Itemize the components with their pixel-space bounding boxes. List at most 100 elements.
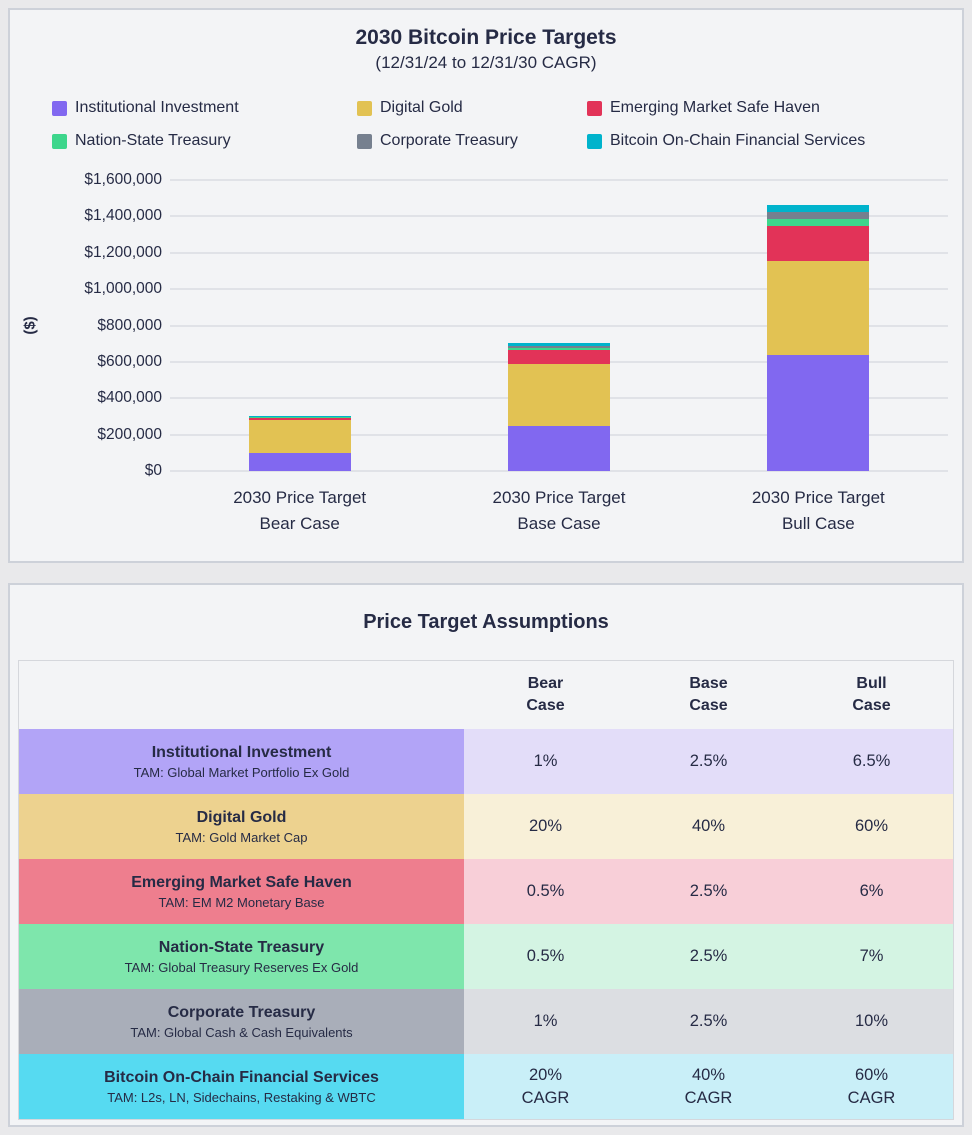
y-axis-tick-label: $400,000 xyxy=(97,389,162,407)
assumption-value-line: 60% xyxy=(854,817,889,836)
assumption-name: Bitcoin On-Chain Financial Services xyxy=(104,1068,379,1086)
assumption-label-cell: Nation-State Treasury TAM: Global Treasur… xyxy=(19,924,464,989)
bar-segment xyxy=(248,419,351,453)
assumption-label-cell: Digital Gold TAM: Gold Market Cap xyxy=(19,794,464,859)
gridline xyxy=(170,288,948,291)
bar-segment xyxy=(767,218,870,227)
gridline xyxy=(170,324,948,327)
assumptions-table: Bear Case Base Case Bull Case Institutional In… xyxy=(18,660,954,1120)
assumption-value-base: 2.5% xyxy=(627,924,790,989)
assumption-row: Corporate Treasury TAM: Global Cash & Cas… xyxy=(19,989,953,1054)
legend-label: Digital Gold xyxy=(380,99,463,116)
assumption-value-line: 20% xyxy=(528,817,563,836)
stacked-bar xyxy=(507,342,610,471)
y-axis-tick-label: $1,000,000 xyxy=(84,280,162,298)
assumption-value-bear: 0.5% xyxy=(464,859,627,924)
assumption-value-bull: 7% xyxy=(790,924,953,989)
assumption-value-bull: 60% xyxy=(790,794,953,859)
x-axis-label: 2030 Price Target Bull Case xyxy=(689,485,948,536)
chart-title: 2030 Bitcoin Price Targets xyxy=(355,26,617,49)
bar-segment xyxy=(767,204,870,212)
bar-segment xyxy=(507,350,610,364)
table-column-header-line: Bear xyxy=(527,675,564,693)
assumption-value-bear: 0.5% xyxy=(464,924,627,989)
assumption-tam: TAM: L2s, LN, Sidechains, Restaking & WB… xyxy=(107,1089,376,1105)
legend-swatch-icon xyxy=(587,100,602,116)
y-axis-ticks: $0 $200,000 $400,000 $600,000 $800,000 $1,000… xyxy=(50,171,170,479)
assumptions-panel: Price Target Assumptions Bear Case Base Cas… xyxy=(8,583,964,1127)
table-column-header: Bear Case xyxy=(464,661,627,729)
table-column-header: Bull Case xyxy=(790,661,953,729)
chart-panel: 2030 Bitcoin Price Targets (12/31/24 to … xyxy=(8,8,964,563)
legend-label: Corporate Treasury xyxy=(380,132,518,149)
assumption-value-bull: 6.5% xyxy=(790,729,953,794)
legend-label: Nation-State Treasury xyxy=(75,132,231,149)
assumption-value-line: 0.5% xyxy=(526,947,565,966)
assumption-value-line: CAGR xyxy=(684,1088,733,1107)
table-column-header-line: Case xyxy=(689,697,728,714)
legend-swatch-icon xyxy=(587,133,602,149)
bar-segment xyxy=(767,211,870,219)
assumption-value-bear: 1% xyxy=(464,989,627,1054)
x-axis-label-line: 2030 Price Target xyxy=(751,488,885,507)
assumption-value-line: 1% xyxy=(533,1012,558,1031)
legend-item: Nation-State Treasury xyxy=(52,132,357,150)
chart-area: ($) $0 $200,000 $400,000 $600,000 $800,000 $1… xyxy=(10,171,962,536)
x-axis-label: 2030 Price Target Bear Case xyxy=(170,485,429,536)
bar-group xyxy=(170,180,429,471)
legend-swatch-icon xyxy=(52,100,67,116)
stacked-bar xyxy=(248,415,351,471)
legend-item: Emerging Market Safe Haven xyxy=(587,99,962,117)
table-column-header-line: Case xyxy=(852,697,891,714)
assumption-name: Institutional Investment xyxy=(151,743,332,761)
assumption-label-cell: Institutional Investment TAM: Global Mark… xyxy=(19,729,464,794)
legend-swatch-icon xyxy=(357,133,372,149)
assumption-value-line: 0.5% xyxy=(526,882,565,901)
assumption-tam: TAM: Gold Market Cap xyxy=(175,829,308,845)
assumption-value-line: 2.5% xyxy=(689,947,728,966)
legend-swatch-icon xyxy=(357,100,372,116)
table-header-row: Bear Case Base Case Bull Case xyxy=(19,661,953,729)
x-axis-labels: 2030 Price Target Bear Case 2030 Price Tar… xyxy=(170,485,948,536)
x-axis-label-line: 2030 Price Target xyxy=(233,488,367,507)
gridline xyxy=(170,251,948,254)
legend-item: Corporate Treasury xyxy=(357,132,587,150)
table-column-header: Base Case xyxy=(627,661,790,729)
legend-item: Institutional Investment xyxy=(52,99,357,117)
legend-label: Bitcoin On-Chain Financial Services xyxy=(610,132,866,149)
assumption-row: Digital Gold TAM: Gold Market Cap 20% 40% 60… xyxy=(19,794,953,859)
y-axis-tick-label: $1,200,000 xyxy=(84,243,162,261)
stacked-bar xyxy=(767,204,870,471)
assumption-value-line: 7% xyxy=(859,947,884,966)
chart-subtitle: (12/31/24 to 12/31/30 CAGR) xyxy=(375,53,597,72)
bar-group xyxy=(429,180,688,471)
assumption-label-cell: Bitcoin On-Chain Financial Services TAM: … xyxy=(19,1054,464,1119)
bar-group xyxy=(689,180,948,471)
assumption-value-bear: 20% CAGR xyxy=(464,1054,627,1119)
gridline xyxy=(170,215,948,218)
assumption-name: Corporate Treasury xyxy=(167,1003,316,1021)
bars-layer xyxy=(170,180,948,471)
assumption-value-bull: 6% xyxy=(790,859,953,924)
assumption-name: Digital Gold xyxy=(196,808,287,826)
assumption-label-cell: Emerging Market Safe Haven TAM: EM M2 Mon… xyxy=(19,859,464,924)
plot-area xyxy=(170,179,948,472)
legend-item: Digital Gold xyxy=(357,99,587,117)
legend-item: Bitcoin On-Chain Financial Services xyxy=(587,132,962,150)
assumption-label-cell: Corporate Treasury TAM: Global Cash & Cas… xyxy=(19,989,464,1054)
bar-segment xyxy=(248,417,351,420)
legend-label: Institutional Investment xyxy=(75,99,239,116)
assumption-tam: TAM: Global Market Portfolio Ex Gold xyxy=(133,764,350,780)
assumption-value-base: 2.5% xyxy=(627,729,790,794)
assumption-value-base: 40% CAGR xyxy=(627,1054,790,1119)
bar-segment xyxy=(767,226,870,262)
y-axis-tick-label: $600,000 xyxy=(97,352,162,370)
table-header-spacer xyxy=(19,661,464,729)
legend-label: Emerging Market Safe Haven xyxy=(610,99,820,116)
assumption-value-base: 40% xyxy=(627,794,790,859)
assumption-value-line: 1% xyxy=(533,752,558,771)
assumption-row: Institutional Investment TAM: Global Mark… xyxy=(19,729,953,794)
bar-segment xyxy=(507,426,610,471)
page: 2030 Bitcoin Price Targets (12/31/24 to … xyxy=(8,8,964,1127)
assumption-row: Bitcoin On-Chain Financial Services TAM: … xyxy=(19,1054,953,1119)
